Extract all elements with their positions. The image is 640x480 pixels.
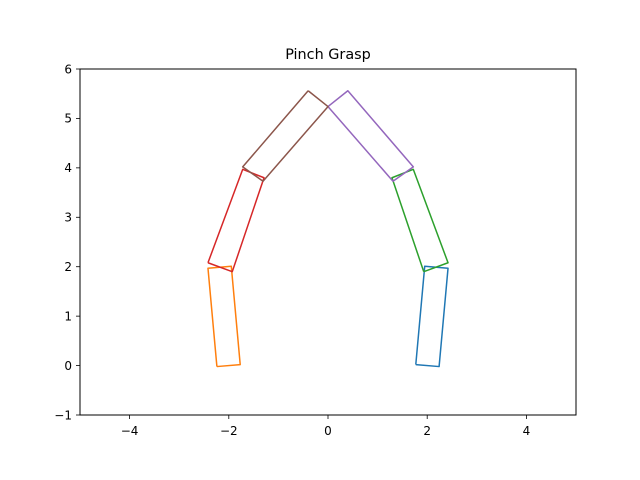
y-tick-label: 1: [64, 309, 72, 323]
x-axis: −4 −2 0 2 4: [121, 415, 530, 438]
x-tick-label: −2: [220, 424, 238, 438]
x-tick-label: 0: [324, 424, 332, 438]
y-axis: −1 0 1 2 3 4 5 6: [54, 62, 80, 422]
x-tick-label: −4: [121, 424, 139, 438]
series-line-1: [415, 265, 449, 368]
y-tick-label: 0: [64, 359, 72, 373]
chart-title: Pinch Grasp: [285, 47, 371, 63]
y-tick-label: 6: [64, 62, 72, 76]
y-tick-label: 4: [64, 161, 72, 175]
series-layer: [207, 90, 449, 368]
series-line-3: [391, 168, 449, 273]
y-tick-label: 5: [64, 112, 72, 126]
series-line-5: [327, 90, 415, 182]
y-tick-label: 3: [64, 211, 72, 225]
series-line-2: [207, 265, 241, 368]
y-tick-label: 2: [64, 260, 72, 274]
x-tick-label: 2: [423, 424, 431, 438]
series-line-4: [207, 168, 265, 273]
series-line-6: [241, 90, 329, 182]
x-tick-label: 4: [523, 424, 531, 438]
y-tick-label: −1: [54, 408, 72, 422]
